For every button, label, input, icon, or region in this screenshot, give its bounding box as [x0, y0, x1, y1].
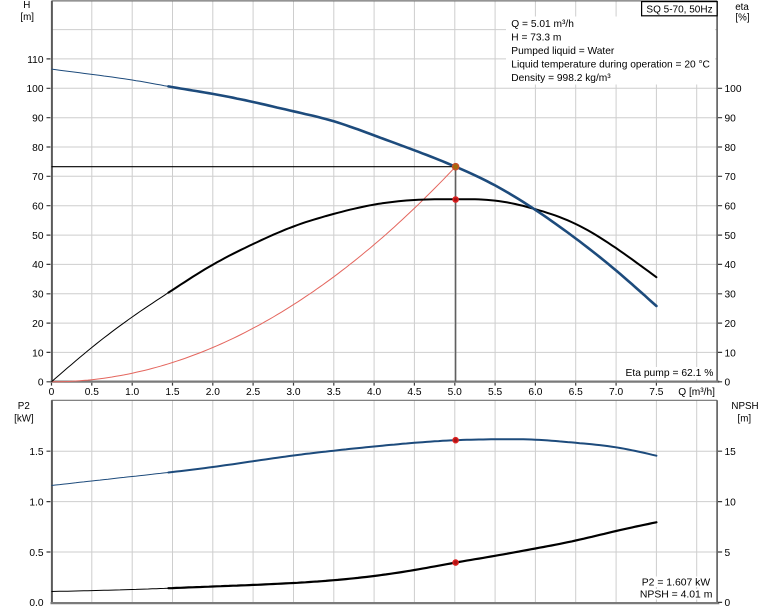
svg-text:20: 20: [725, 319, 737, 330]
svg-text:110: 110: [27, 55, 44, 66]
svg-text:80: 80: [32, 143, 44, 154]
svg-text:H = 73.3 m: H = 73.3 m: [511, 33, 561, 44]
svg-text:1.5: 1.5: [29, 447, 43, 458]
svg-text:50: 50: [725, 231, 737, 242]
svg-text:20: 20: [32, 319, 44, 330]
svg-text:70: 70: [32, 172, 44, 183]
svg-text:30: 30: [32, 290, 44, 301]
svg-text:Eta pump = 62.1 %: Eta pump = 62.1 %: [626, 368, 714, 379]
svg-text:60: 60: [725, 202, 737, 213]
svg-text:2.0: 2.0: [206, 387, 220, 398]
svg-text:[%]: [%]: [735, 12, 749, 23]
svg-text:0.5: 0.5: [29, 548, 43, 559]
svg-text:0: 0: [725, 598, 731, 609]
svg-text:5.5: 5.5: [488, 387, 502, 398]
svg-text:eta: eta: [735, 2, 749, 13]
svg-text:60: 60: [32, 202, 44, 213]
svg-text:Q [m³/h]: Q [m³/h]: [678, 387, 715, 398]
svg-text:Density = 998.2 kg/m³: Density = 998.2 kg/m³: [511, 73, 611, 84]
svg-text:10: 10: [32, 348, 44, 359]
svg-text:90: 90: [725, 113, 737, 124]
svg-text:6.5: 6.5: [569, 387, 583, 398]
svg-text:4.0: 4.0: [367, 387, 381, 398]
svg-text:1.0: 1.0: [125, 387, 139, 398]
svg-text:1.5: 1.5: [165, 387, 179, 398]
svg-text:[kW]: [kW]: [14, 414, 34, 425]
svg-text:Pumped liquid = Water: Pumped liquid = Water: [511, 46, 615, 57]
svg-text:3.0: 3.0: [286, 387, 300, 398]
svg-text:40: 40: [725, 260, 737, 271]
svg-text:0.0: 0.0: [29, 598, 43, 609]
svg-text:7.0: 7.0: [609, 387, 623, 398]
svg-text:4.5: 4.5: [407, 387, 421, 398]
svg-text:30: 30: [725, 290, 737, 301]
svg-text:7.5: 7.5: [649, 387, 663, 398]
svg-text:0: 0: [725, 378, 731, 389]
svg-text:1.0: 1.0: [29, 497, 43, 508]
svg-text:15: 15: [725, 447, 737, 458]
svg-text:SQ 5-70, 50Hz: SQ 5-70, 50Hz: [646, 5, 712, 16]
svg-text:70: 70: [725, 172, 737, 183]
svg-text:Q = 5.01 m³/h: Q = 5.01 m³/h: [511, 19, 574, 30]
svg-text:[m]: [m]: [20, 12, 34, 23]
svg-text:0.5: 0.5: [85, 387, 99, 398]
svg-text:10: 10: [725, 348, 737, 359]
svg-text:2.5: 2.5: [246, 387, 260, 398]
svg-text:[m]: [m]: [737, 414, 751, 425]
svg-text:NPSH = 4.01 m: NPSH = 4.01 m: [640, 590, 712, 601]
svg-text:80: 80: [725, 143, 737, 154]
svg-text:0: 0: [38, 378, 44, 389]
svg-text:P2: P2: [18, 401, 30, 412]
svg-text:90: 90: [32, 113, 44, 124]
svg-text:6.0: 6.0: [528, 387, 542, 398]
svg-text:100: 100: [27, 84, 44, 95]
svg-text:5.0: 5.0: [448, 387, 462, 398]
svg-text:0: 0: [49, 387, 55, 398]
svg-text:40: 40: [32, 260, 44, 271]
svg-text:3.5: 3.5: [327, 387, 341, 398]
svg-text:50: 50: [32, 231, 44, 242]
svg-text:10: 10: [725, 497, 737, 508]
svg-text:NPSH: NPSH: [731, 401, 758, 412]
svg-text:Liquid temperature during oper: Liquid temperature during operation = 20…: [511, 59, 710, 70]
svg-text:5: 5: [725, 548, 731, 559]
svg-text:100: 100: [725, 84, 742, 95]
svg-text:P2 = 1.607 kW: P2 = 1.607 kW: [642, 577, 711, 588]
svg-text:H: H: [23, 0, 30, 11]
